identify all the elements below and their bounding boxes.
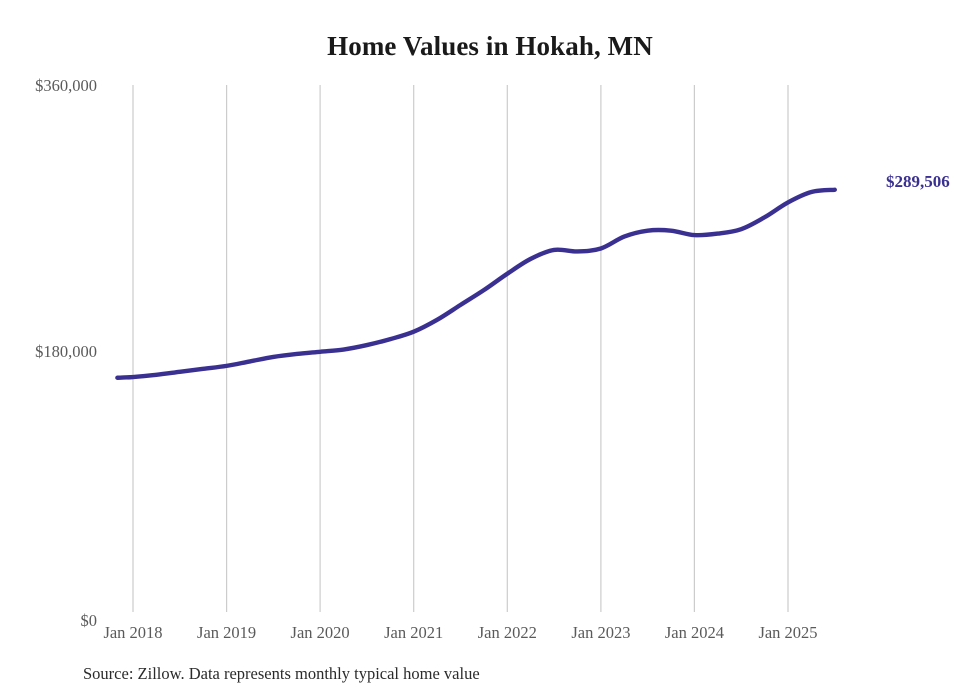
xtick-label-jan-2020: Jan 2020 — [290, 623, 350, 642]
xtick-label-jan-2024: Jan 2024 — [664, 623, 724, 642]
xtick-label-jan-2018: Jan 2018 — [103, 623, 163, 642]
xtick-label-jan-2025: Jan 2025 — [758, 623, 818, 642]
xtick-label-jan-2021: Jan 2021 — [384, 623, 444, 642]
xtick-label-jan-2022: Jan 2022 — [477, 623, 537, 642]
data-series-typical-home-value — [115, 187, 837, 380]
source-note: Source: Zillow. Data represents monthly … — [83, 664, 480, 683]
xtick-label-jan-2019: Jan 2019 — [197, 623, 257, 642]
home-value-line — [115, 187, 837, 380]
ytick-label-0: $0 — [80, 611, 98, 630]
chart-title: Home Values in Hokah, MN — [327, 31, 653, 61]
ytick-label-180000: $180,000 — [35, 342, 97, 361]
end-value-label: $289,506 — [886, 172, 950, 191]
ytick-label-360000: $360,000 — [35, 76, 97, 95]
xtick-label-jan-2023: Jan 2023 — [571, 623, 631, 642]
gridlines — [132, 85, 789, 612]
